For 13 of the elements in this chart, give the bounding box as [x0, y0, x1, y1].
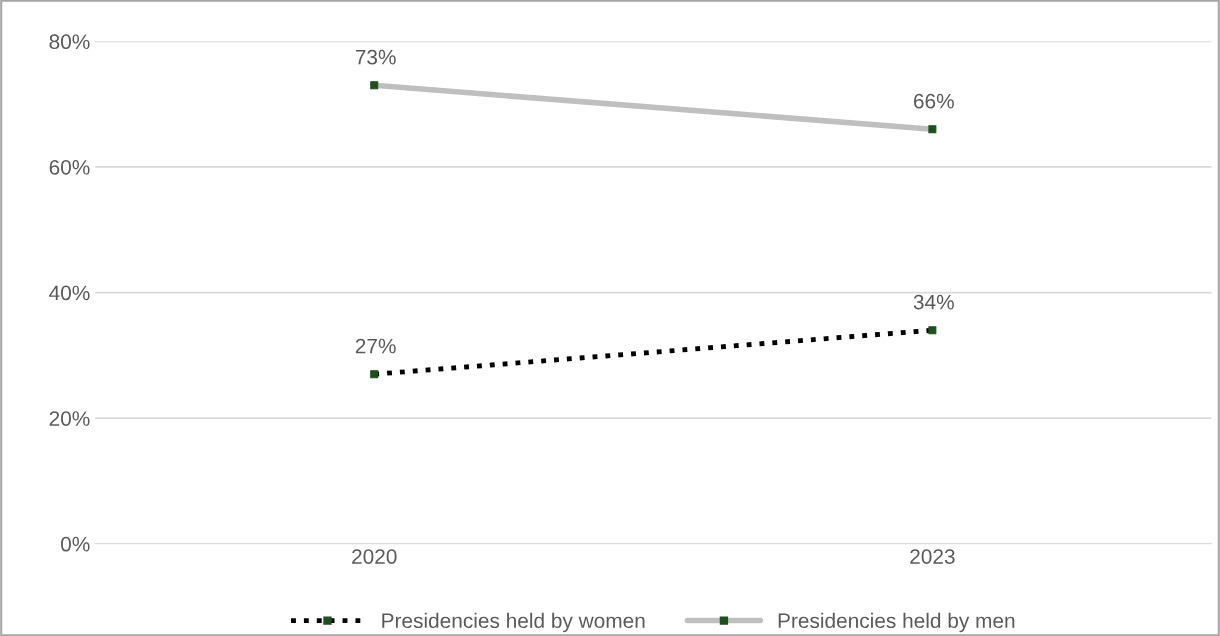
data-label: 73% — [355, 49, 396, 65]
legend-label: Presidencies held by men — [778, 612, 1015, 633]
data-label: 34% — [913, 294, 954, 310]
legend-label: Presidencies held by women — [382, 612, 645, 633]
y-tick-label: 40% — [49, 285, 90, 301]
data-label: 27% — [355, 338, 396, 354]
data-label: 66% — [914, 93, 954, 109]
y-tick-label: 0% — [61, 536, 90, 552]
y-tick-label: 80% — [49, 34, 90, 50]
y-tick-label: 60% — [49, 159, 90, 175]
y-tick-label: 20% — [49, 411, 90, 426]
x-tick-label: 2023 — [910, 549, 955, 564]
x-tick-label: 2020 — [352, 549, 397, 564]
